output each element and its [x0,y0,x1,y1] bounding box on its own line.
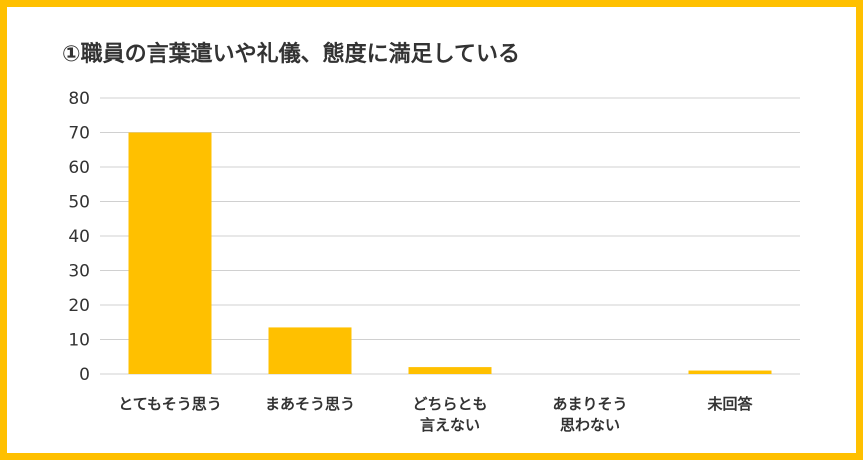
x-tick-label: まあそう思う [265,395,355,413]
x-tick-label: 未回答 [706,395,753,413]
y-tick-label: 60 [68,158,90,178]
y-tick-label: 50 [68,193,90,213]
bar [268,327,352,374]
x-tick-label-line: 思わない [560,416,620,434]
y-tick-label: 70 [68,124,90,144]
bar [128,132,212,374]
y-tick-label: 40 [68,227,90,247]
y-tick-label: 80 [68,89,90,109]
x-tick-label-line: あまりそう [552,395,627,413]
x-tick-label-line: とてもそう思う [118,395,222,413]
chart-title: ①職員の言葉遣いや礼儀、態度に満足している [62,42,520,67]
x-tick-label: とてもそう思う [118,395,222,413]
x-tick-label-line: 未回答 [706,395,753,413]
bar [408,367,492,374]
x-tick-label: どちらとも言えない [412,395,487,434]
y-tick-label: 20 [68,296,90,316]
y-tick-label: 0 [79,365,90,385]
x-tick-label-line: まあそう思う [265,395,355,413]
x-tick-label-line: 言えない [420,416,480,434]
bar [688,370,772,374]
x-tick-label: あまりそう思わない [552,395,627,434]
x-tick-label-line: どちらとも [412,395,487,413]
y-tick-label: 10 [68,331,90,351]
y-tick-label: 30 [68,262,90,282]
